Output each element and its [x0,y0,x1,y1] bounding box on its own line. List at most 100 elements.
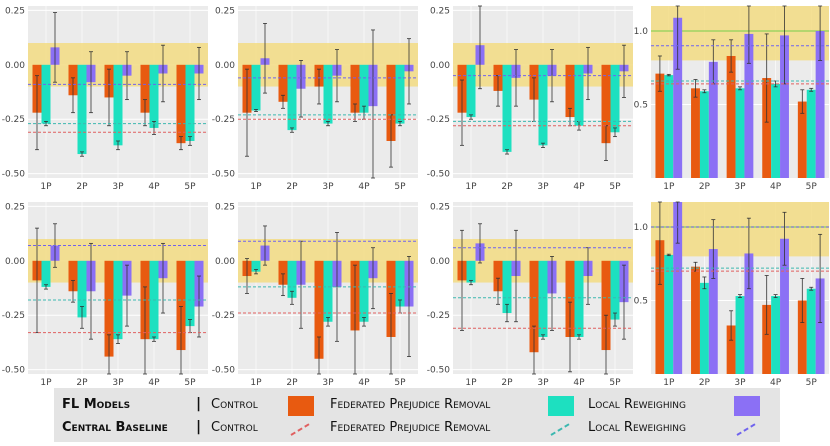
x-tick-label: 4P [148,182,160,192]
y-tick-label: -0.25 [212,311,235,321]
bar [538,64,548,146]
bar [41,260,51,287]
chart-panel-7: -0.50 -0.25 0.00 0.25 1P 2P 3P 4P 5P [427,202,633,386]
x-tick-label: 4P [573,378,585,386]
y-tick-label: -0.25 [427,115,450,125]
bar [574,64,584,126]
chart-panel-8: 0.5 1.0 1P 2P 3P 4P 5P [634,201,829,386]
x-tick-label: 2P [699,378,711,386]
central-fpr-dash-icon [550,422,572,436]
bar [610,64,620,133]
bar [735,296,745,374]
x-tick-label: 2P [76,182,88,192]
x-tick-label: 2P [286,378,298,386]
bar [762,304,772,374]
y-tick-label: 0.25 [5,6,25,16]
chart-grid: -0.50 -0.25 0.00 0.25 1P 2P 3P 4P 5P -0.50 -0.25 0.… [2,5,829,386]
x-tick-label: 2P [699,182,711,192]
y-tick-label: 0.25 [215,6,235,16]
y-tick-label: -0.50 [427,170,451,180]
legend-central-lr-label: Local Reweighing [588,420,686,435]
y-tick-label: -0.25 [212,115,235,125]
bar [538,260,548,337]
chart-panel-3: -0.50 -0.25 0.00 0.25 1P 2P 3P 4P 5P [427,5,633,192]
y-tick-label: 1.0 [634,27,649,37]
fpr-swatch [548,396,574,416]
x-tick-label: 4P [358,182,370,192]
legend-central-baseline-label: Central Baseline [62,420,168,435]
y-tick-label: 0.25 [430,6,450,16]
bar [359,260,369,322]
y-tick-label: -0.50 [2,366,26,376]
bar [395,260,405,307]
bar [815,278,825,374]
bar [726,325,736,374]
y-tick-label: 0.00 [430,61,450,71]
chart-panel-1: -0.50 -0.25 0.00 0.25 1P 2P 3P 4P 5P [2,6,208,192]
control-swatch [288,396,314,416]
bar [673,17,683,179]
central-control-dash-icon [290,422,312,436]
bar [287,260,297,298]
y-tick-label: 0.00 [430,257,450,267]
bar [529,260,539,353]
bar [287,64,297,131]
bar [359,64,369,113]
bar [149,64,159,128]
x-tick-label: 3P [112,378,124,386]
legend-separator: | [196,419,202,435]
x-tick-label: 3P [322,182,334,192]
y-tick-label: -0.50 [212,170,236,180]
x-tick-label: 3P [112,182,124,192]
y-tick-label: 1.0 [634,223,649,233]
bar [502,260,512,314]
bar [735,88,745,178]
x-tick-label: 5P [184,182,196,192]
y-tick-label: 0.25 [5,202,25,212]
bar [278,64,288,102]
bar [395,64,405,124]
x-tick-label: 3P [537,182,549,192]
bar [314,260,324,359]
bar [565,64,575,118]
bar [278,260,288,285]
x-tick-label: 5P [806,378,818,386]
y-tick-label: 0.5 [634,296,648,306]
bar [565,260,575,337]
x-tick-label: 1P [663,182,675,192]
bar [41,64,51,124]
x-tick-label: 3P [537,378,549,386]
bar [771,83,781,178]
y-tick-label: 0.00 [5,61,25,71]
y-tick-label: 0.00 [215,61,235,71]
bar [601,64,611,144]
bar [797,300,807,374]
bar [655,240,665,374]
bar [350,64,360,113]
bar [655,73,665,178]
y-tick-label: -0.25 [427,311,450,321]
x-tick-label: 5P [184,378,196,386]
x-tick-label: 4P [770,378,782,386]
bar [251,260,261,272]
bar [744,253,754,374]
legend-central-fpr-label: Federated Prejudice Removal [330,420,491,435]
bar [502,64,512,152]
x-tick-label: 1P [465,378,477,386]
x-tick-label: 2P [76,378,88,386]
bar [797,101,807,178]
bar [699,91,709,178]
bar [806,288,816,374]
bar [77,64,87,155]
x-tick-label: 2P [501,182,513,192]
legend-control-label: Control [211,397,258,412]
x-tick-label: 1P [663,378,675,386]
legend-lr-label: Local Reweighing [588,397,686,412]
bar [68,260,78,292]
bar [574,260,584,337]
y-tick-label: -0.50 [427,366,451,376]
x-tick-label: 4P [770,182,782,192]
bar [466,260,476,283]
bar [726,55,736,178]
legend-fpr-label: Federated Prejudice Removal [330,397,491,412]
